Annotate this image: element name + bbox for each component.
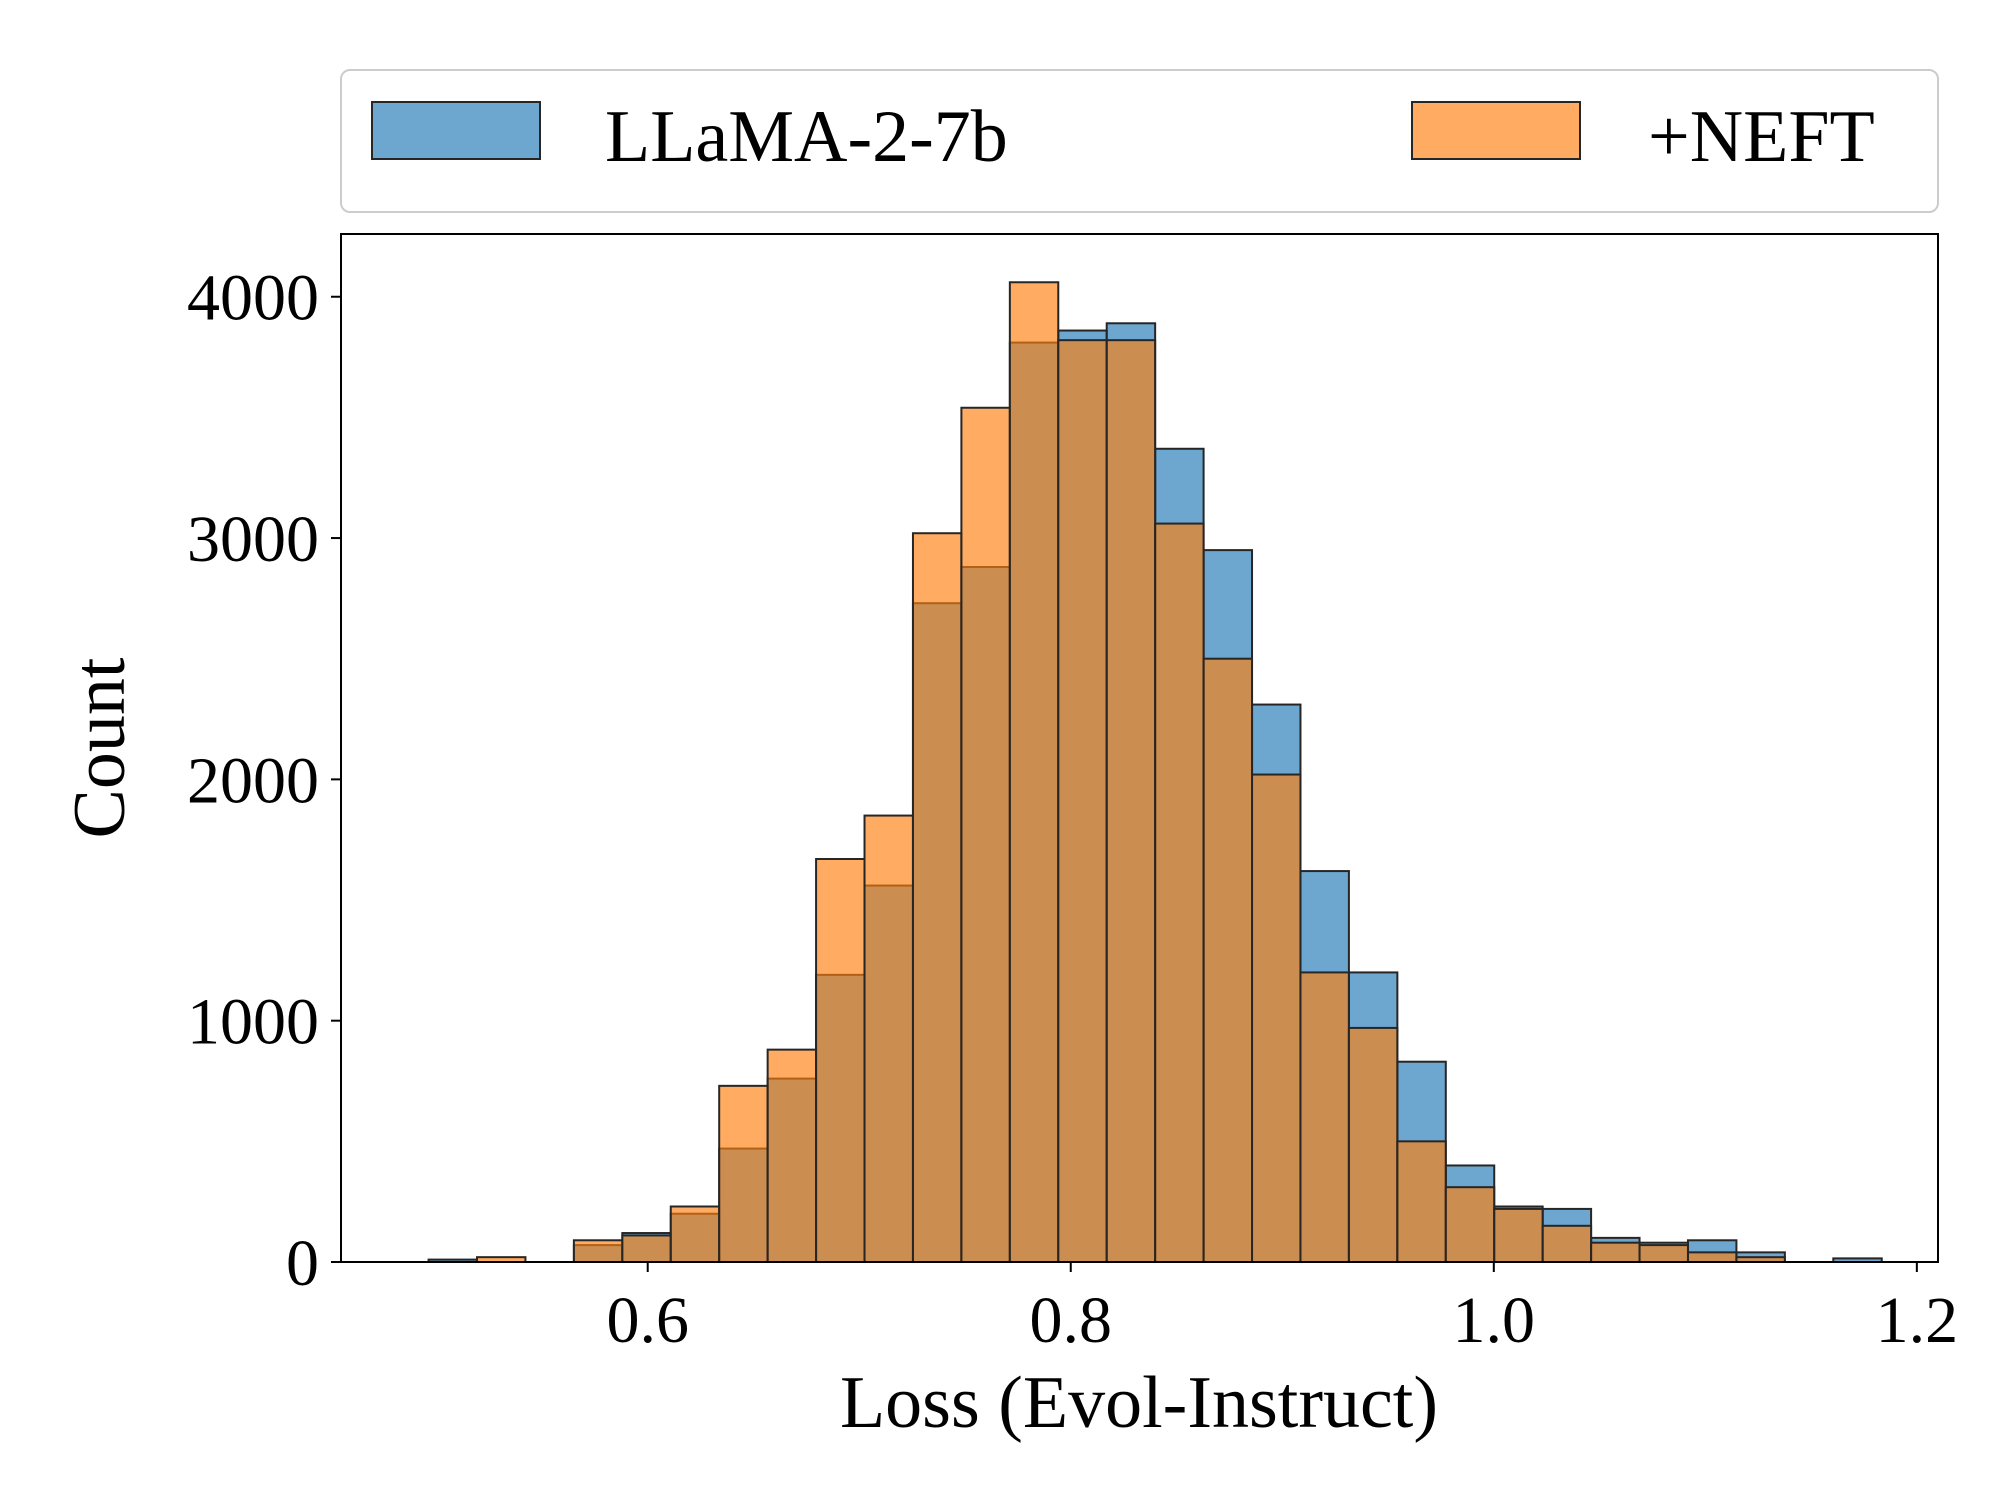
- bar-neft-10: [911, 532, 963, 1263]
- y-tick-label: 4000: [187, 262, 319, 335]
- bar-neft-22: [1493, 1207, 1544, 1264]
- y-tick-label: 3000: [187, 503, 319, 576]
- legend-label-llama: LLaMA-2-7b: [605, 96, 1008, 178]
- bar-neft-23: [1541, 1224, 1593, 1264]
- bar-neft-18: [1299, 971, 1350, 1263]
- bar-neft-13: [1057, 339, 1108, 1263]
- bar-neft-11: [960, 406, 1011, 1263]
- x-tick-label: 1.0: [1453, 1284, 1536, 1357]
- bar-neft-4: [621, 1234, 672, 1263]
- legend-swatch-llama: [371, 101, 541, 160]
- bar-neft-9: [863, 814, 914, 1263]
- y-axis-label: Count: [59, 657, 141, 838]
- series-neft-bars: [476, 281, 1786, 1264]
- bar-neft-14: [1105, 339, 1157, 1263]
- bar-neft-19: [1347, 1026, 1399, 1264]
- y-tick-label: 2000: [187, 744, 319, 817]
- bar-neft-16: [1202, 657, 1254, 1263]
- bar-neft-24: [1590, 1241, 1641, 1263]
- bar-neft-25: [1638, 1244, 1689, 1263]
- bar-neft-20: [1396, 1140, 1447, 1263]
- y-axis-ticks: 0 1000 2000 3000 4000: [187, 262, 341, 1300]
- bar-neft-3: [572, 1239, 624, 1264]
- bar-neft-21: [1444, 1186, 1496, 1263]
- bar-neft-5: [669, 1205, 721, 1263]
- bar-neft-26: [1686, 1251, 1738, 1263]
- x-tick-label: 0.8: [1030, 1284, 1113, 1357]
- plot-frame: [340, 233, 1939, 1263]
- x-tick-label: 1.2: [1876, 1284, 1959, 1357]
- bar-neft-6: [718, 1084, 769, 1263]
- x-axis-ticks: 0.6 0.8 1.0 1.2: [606, 1262, 1958, 1357]
- x-tick-label: 0.6: [606, 1284, 689, 1357]
- bar-neft-7: [766, 1048, 818, 1264]
- bar-neft-12: [1008, 281, 1060, 1263]
- legend: LLaMA-2-7b +NEFT: [340, 69, 1939, 213]
- bar-neft-15: [1154, 522, 1205, 1263]
- legend-swatch-neft: [1411, 101, 1581, 160]
- legend-label-neft: +NEFT: [1648, 96, 1875, 178]
- x-axis-label: Loss (Evol-Instruct): [840, 1362, 1438, 1444]
- y-tick-label: 0: [286, 1227, 319, 1300]
- bar-neft-17: [1251, 773, 1302, 1263]
- bar-neft-8: [815, 858, 866, 1263]
- y-tick-label: 1000: [187, 986, 319, 1059]
